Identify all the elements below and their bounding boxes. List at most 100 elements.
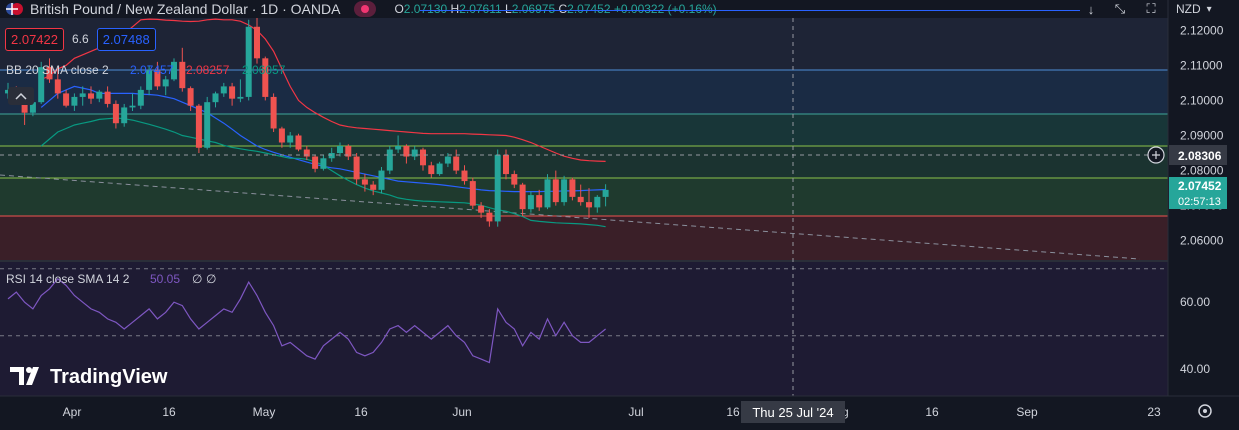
- expand-icon[interactable]: ⤡: [1114, 1, 1126, 16]
- candle-body: [121, 107, 128, 124]
- price-tick-label: 2.09000: [1180, 128, 1224, 142]
- time-tick-label: 16: [925, 405, 939, 419]
- candle-body: [586, 202, 592, 208]
- candle-body: [54, 79, 61, 94]
- candle-body: [245, 26, 252, 97]
- legend-collapse-button[interactable]: [8, 87, 34, 105]
- time-tick-label: 16: [354, 405, 368, 419]
- market-status-badge[interactable]: [354, 1, 377, 17]
- candle-body: [569, 179, 576, 197]
- high-value: 2.07611: [459, 2, 502, 16]
- plus-icon-glyph: [1152, 151, 1160, 159]
- candle-body: [112, 103, 119, 124]
- currency-label: NZD: [1176, 2, 1201, 16]
- candle-body: [370, 184, 377, 190]
- candle-body: [229, 86, 236, 99]
- crosshair-price-box: [1169, 145, 1227, 165]
- candle-body: [104, 91, 111, 104]
- candle-body: [179, 61, 186, 89]
- candle-body: [544, 179, 551, 208]
- candle-body: [254, 26, 260, 59]
- candle-body: [511, 174, 518, 185]
- time-tick-label: 16: [162, 405, 176, 419]
- gbp-nzd-flag-icon: [6, 3, 23, 15]
- price-tick-label: 2.12000: [1180, 23, 1224, 37]
- header-underline: [420, 10, 1080, 11]
- candle-body: [46, 67, 53, 80]
- candle-body: [403, 146, 410, 157]
- rsi-extra-1: ∅: [192, 272, 202, 286]
- candle-body: [494, 154, 501, 222]
- price-tick-label: 2.10000: [1180, 93, 1224, 107]
- last-price: 2.07452: [1178, 179, 1222, 193]
- arrow-down-icon[interactable]: ↓: [1087, 1, 1095, 17]
- rsi-label: RSI 14 close SMA 14 2: [6, 272, 130, 286]
- open-value: 2.07130: [403, 2, 448, 16]
- rsi-extra-2: ∅: [206, 272, 216, 286]
- candle-body: [328, 153, 335, 159]
- symbol-title[interactable]: British Pound / New Zealand Dollar · 1D …: [30, 1, 341, 17]
- zone-teal: [0, 114, 1168, 146]
- candle-body: [361, 179, 368, 185]
- candle-body: [345, 146, 352, 157]
- zone-green-dark: [0, 178, 1168, 216]
- candle-body: [96, 91, 103, 99]
- candle-body: [486, 212, 493, 222]
- candle-body: [38, 67, 45, 103]
- candle-body: [594, 196, 601, 208]
- candle-body: [478, 205, 485, 213]
- currency-selector[interactable]: NZD ▾: [1172, 0, 1234, 18]
- price-scale[interactable]: [1168, 0, 1239, 425]
- zone-top: [0, 18, 1168, 70]
- close-value: 2.07452: [567, 2, 611, 16]
- candle-body: [337, 146, 343, 154]
- trend-line[interactable]: [0, 174, 1141, 260]
- candle-body: [320, 158, 327, 169]
- candle-body: [287, 135, 294, 143]
- time-tick-label: 23: [1147, 405, 1161, 419]
- low-label: L: [505, 2, 512, 16]
- gear-icon[interactable]: [1198, 404, 1212, 418]
- fullscreen-icon[interactable]: ⛶: [1146, 1, 1156, 16]
- spread-value: 6.6: [72, 32, 89, 46]
- candle-body: [420, 149, 426, 166]
- candle-body: [204, 102, 211, 148]
- last-price-box: [1169, 177, 1227, 209]
- low-value: 2.06975: [511, 2, 556, 16]
- candle-body: [71, 96, 78, 106]
- bb-basis-value: 2.07457: [130, 63, 174, 77]
- candle-body: [88, 93, 94, 99]
- candle-body: [353, 156, 360, 180]
- rsi-value: 50.05: [150, 272, 180, 286]
- candle-body: [378, 170, 385, 190]
- time-scale[interactable]: [0, 396, 1239, 425]
- price-tick-label: 2.06000: [1180, 234, 1224, 248]
- zone-green: [0, 146, 1168, 178]
- ohlc-readout: O2.07130 H2.07611 L2.06975 C2.07452 +0.0…: [394, 2, 716, 16]
- rsi-ticks: 60.00 40.00: [1180, 295, 1210, 376]
- candle-body: [577, 196, 584, 203]
- candle-body: [453, 156, 460, 171]
- rsi-series-line: [7, 277, 606, 364]
- candle-body: [212, 93, 219, 103]
- symbol-header: British Pound / New Zealand Dollar · 1D …: [4, 0, 717, 18]
- buy-button[interactable]: 2.07488: [96, 27, 156, 51]
- chevron-down-icon: ▾: [1206, 3, 1212, 15]
- candle-body: [154, 70, 161, 87]
- rsi-pane: [0, 262, 1168, 396]
- chevron-up-icon: [15, 92, 27, 100]
- candle-body: [171, 61, 177, 80]
- open-label: O: [394, 2, 404, 16]
- candle-body: [303, 149, 310, 157]
- sell-button[interactable]: 2.07422: [5, 27, 64, 51]
- candle-body: [129, 105, 136, 108]
- candle-body: [444, 156, 451, 164]
- bb-label: BB 20 SMA close 2: [6, 63, 109, 77]
- bb-upper-line: [40, 18, 606, 162]
- rsi-line: [7, 277, 606, 364]
- price-zones: [0, 18, 1168, 260]
- bar-countdown: 02:57:13: [1178, 196, 1221, 208]
- candle-body: [395, 146, 402, 150]
- candle-body: [552, 179, 559, 203]
